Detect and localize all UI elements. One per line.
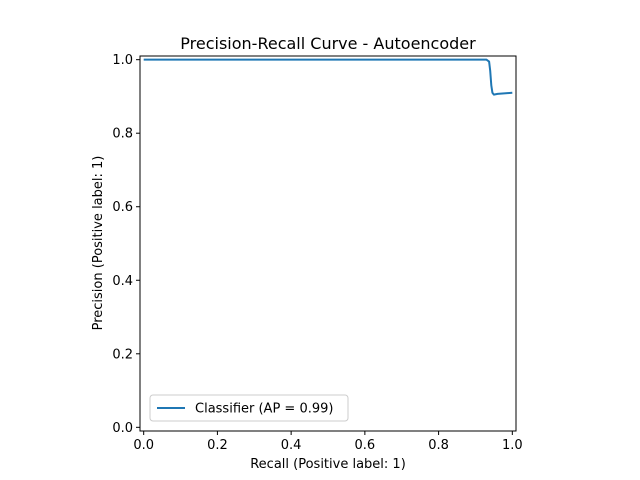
y-tick-label: 0.4 (112, 274, 133, 289)
x-axis-label: Recall (Positive label: 1) (250, 457, 406, 472)
chart-title: Precision-Recall Curve - Autoencoder (180, 34, 476, 53)
series-line-classifier (143, 58, 513, 96)
y-tick-label: 0.8 (112, 127, 133, 142)
legend-frame (149, 394, 349, 422)
y-tick-label: 0.6 (112, 200, 133, 215)
axes-frame (139, 55, 517, 432)
x-tick-label: 0.0 (133, 438, 154, 453)
x-tick-label: 0.8 (428, 438, 449, 453)
x-tick-label: 0.6 (355, 438, 376, 453)
x-axis-ticks: 0.0 0.2 0.4 0.6 0.8 1.0 (133, 431, 523, 453)
x-tick-label: 1.0 (502, 438, 523, 453)
legend: Classifier (AP = 0.99) (149, 394, 349, 422)
x-tick-label: 0.4 (281, 438, 302, 453)
y-axis-ticks: 0.0 0.2 0.4 0.6 0.8 1.0 (112, 53, 140, 436)
series-group (143, 58, 513, 96)
y-tick-label: 0.0 (112, 421, 133, 436)
y-axis-label: Precision (Positive label: 1) (91, 156, 106, 331)
legend-entry-label: Classifier (AP = 0.99) (195, 402, 333, 417)
y-tick-label: 0.2 (112, 347, 133, 362)
plot-area (139, 55, 517, 432)
x-tick-label: 0.2 (207, 438, 228, 453)
y-tick-label: 1.0 (112, 53, 133, 68)
